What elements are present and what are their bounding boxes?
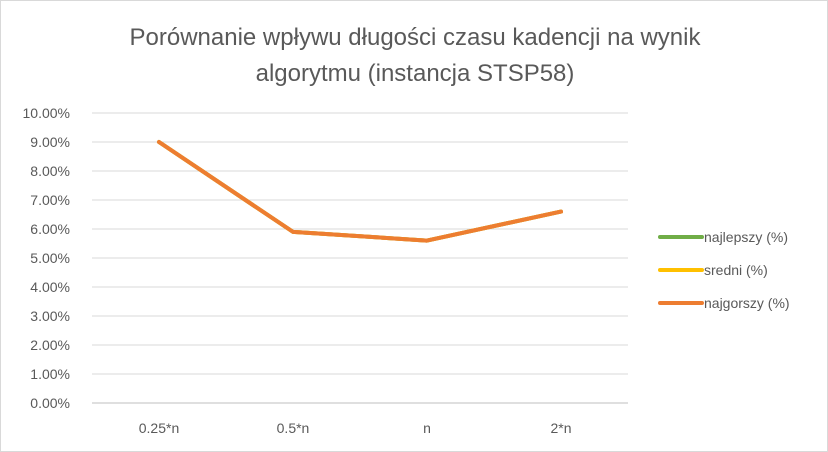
- legend-label: sredni (%): [704, 262, 768, 278]
- series-lines: [157, 140, 563, 243]
- gridlines: [92, 112, 628, 404]
- y-tick-label: 1.00%: [30, 366, 70, 382]
- x-tick-label: n: [423, 420, 431, 436]
- y-axis-tick-labels: 0.00% 1.00% 2.00% 3.00% 4.00% 5.00% 6.00% 7.00%…: [23, 105, 70, 411]
- y-tick-label: 3.00%: [30, 308, 70, 324]
- chart-title: Porównanie wpływu długości czasu kadencj…: [129, 24, 701, 87]
- legend-label: najlepszy (%): [704, 229, 788, 245]
- x-tick-label: 0.5*n: [277, 420, 310, 436]
- x-axis-tick-labels: 0.25*n 0.5*n n 2*n: [139, 420, 572, 436]
- series-line-3: [157, 140, 563, 243]
- legend-label: najgorszy (%): [704, 295, 790, 311]
- x-tick-label: 2*n: [550, 420, 571, 436]
- legend: najlepszy (%) sredni (%) najgorszy (%): [658, 229, 790, 311]
- y-tick-label: 10.00%: [23, 105, 70, 121]
- y-tick-label: 4.00%: [30, 279, 70, 295]
- y-tick-label: 7.00%: [30, 192, 70, 208]
- y-tick-label: 9.00%: [30, 134, 70, 150]
- y-tick-label: 8.00%: [30, 163, 70, 179]
- y-tick-label: 6.00%: [30, 221, 70, 237]
- y-tick-label: 5.00%: [30, 250, 70, 266]
- x-tick-label: 0.25*n: [139, 420, 179, 436]
- y-tick-label: 0.00%: [30, 395, 70, 411]
- y-tick-label: 2.00%: [30, 337, 70, 353]
